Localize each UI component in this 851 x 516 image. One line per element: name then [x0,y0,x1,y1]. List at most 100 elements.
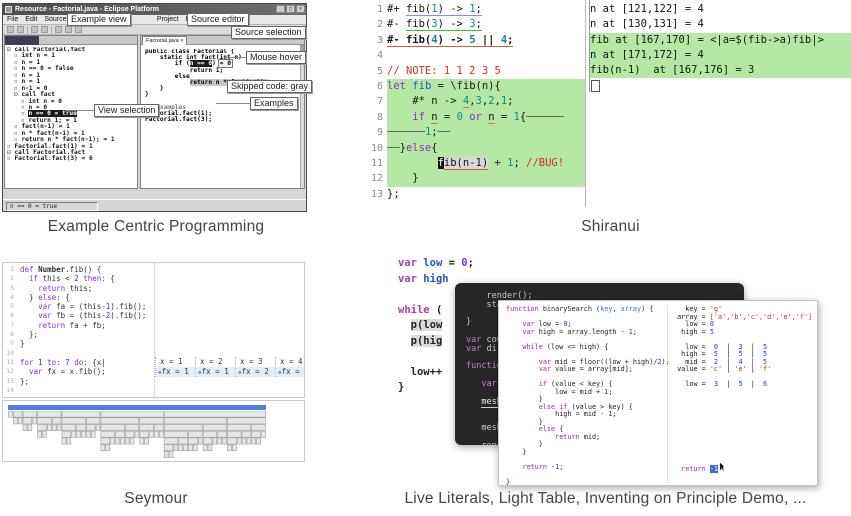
close-button[interactable]: × [296,5,305,13]
line: ▫ n = 1 [14,71,41,79]
menu-edit[interactable]: Edit [25,16,38,23]
result-column[interactable]: x = 2 ▪fx = 1 [195,357,235,377]
toolbar-icon[interactable] [17,26,24,33]
line: low = mid + 1; [506,387,613,396]
result-column[interactable]: x = 4 ▪fx = [275,357,304,377]
line: p(hig [410,334,443,347]
callout-source-selection: Source selection [231,26,306,39]
menu-source[interactable]: Source [44,16,67,23]
line: } [506,447,527,456]
line: return -1 [673,462,816,473]
line-number: 8 [10,330,14,339]
line-number: 11 [6,357,14,366]
result-fx: ▪fx = 1 [156,366,195,377]
line [387,48,585,63]
panel-shiranui: 1 2 3 4 5 6 7 8 9 10 11 12 13 #+ fib(1) -> 1; #- fib(… [370,0,851,207]
line-number: 14 [6,385,14,394]
result-x: x = 3 [240,357,263,366]
toolbar-icon[interactable] [55,26,62,33]
line-number: 5 [376,65,383,77]
line: var value = array[mid]; [538,365,633,373]
line-number: 10 [6,348,14,357]
result-column[interactable]: x = 1 ▪fx = 1 [155,357,195,377]
line-number: 6 [10,311,14,320]
toolbar-icon[interactable] [41,26,48,33]
live-literals-editor[interactable]: var low = 0; var high while ( p(low p(hig… [398,256,474,396]
line: fib(n-1) at [167,176] = 3 [590,63,851,79]
inventing-on-principle-window[interactable]: function binarySearch (key, array) { var… [498,300,818,486]
example-view-tab[interactable] [5,36,39,45]
line: if (value < key) { [538,380,613,388]
line [673,455,816,463]
source-code[interactable]: public class Factorial { static int fact… [145,49,299,187]
probe-dot-icon: ▪ [158,368,162,376]
minimize-button[interactable]: _ [276,5,285,13]
line: def Number.fib() { [20,265,102,274]
seymour-editor[interactable]: 1 2 3 4 5 6 7 8 9 10 11 12 13 14 def Number.fib() { i… [2,262,305,398]
line [673,388,816,396]
line: high = mid - 1; [506,410,617,418]
panel-example-centric-programming: Resource - Factorial.java - Eclipse Plat… [2,3,313,212]
line: #* n -> 4,3,2,1; [387,94,585,110]
line: ──}else{ [387,140,585,156]
caption-example-centric-programming: Example Centric Programming [47,218,265,235]
line [506,373,670,381]
status-text: n == 0 = true [6,202,98,211]
line: var high [398,272,449,285]
line: } [506,477,511,486]
line: value = 'c' | 'e' | 'f' [673,365,772,373]
line: ⊟ call fact [14,91,55,99]
callout-example-view: Example view [67,13,131,26]
callout-examples: Examples [250,97,298,110]
callout-source-editor: Source editor [187,13,249,26]
result-x: x = 2 [200,357,223,366]
line: ▫ n = 1 [14,78,41,86]
menu-project[interactable]: Project [156,16,179,23]
line: low = 0 [673,320,714,328]
close-tab-icon[interactable]: × [180,38,184,44]
binary-search-code[interactable]: function binarySearch (key, array) { var… [506,305,670,486]
line: } else: { [20,292,70,302]
execution-tree[interactable]: ⊟ call Factorial.fact ▫ int n = 1 ▫ n = 1 ▫… [7,47,136,187]
line: } [506,417,543,426]
line: while ( [398,303,443,316]
caption-seymour: Seymour [124,490,188,507]
line: var high = array.length - 1; [522,327,637,336]
line-number: 3 [10,283,14,292]
line: } [506,395,543,403]
caption-live-demos: Live Literals, Light Table, Inventing on… [404,490,807,507]
result-column[interactable]: x = 3 ▪fx = 2 [235,357,275,377]
line [20,386,146,395]
window-titlebar[interactable]: Resource - Factorial.java - Eclipse Plat… [3,4,306,15]
shiranui-code[interactable]: #+ fib(1) -> 1; #- fib(3) -> 3; #- fib(4) … [387,2,585,202]
line: public class Factorial { [145,49,235,55]
tab-factorial-java[interactable]: Factorial.java × [142,36,188,45]
line [506,350,670,358]
menu-file[interactable]: File [7,16,19,23]
shiranui-output-panel[interactable]: n at [121,122] = 4 n at [130,131] = 4 fib … [589,0,851,93]
window-title: Resource - Factorial.java - Eclipse Plat… [15,6,159,13]
call-trace-visualization[interactable] [2,400,305,462]
line [506,470,670,478]
toolbar-icon[interactable] [7,26,14,33]
probe-dot-icon: ▪ [278,368,282,376]
line-number: 13 [370,188,383,200]
shiranui-editor[interactable]: 1 2 3 4 5 6 7 8 9 10 11 12 13 #+ fib(1) -> 1; #- fib(… [370,0,586,207]
editor-scrollbar[interactable] [300,45,304,188]
line: }; [387,187,400,200]
recursion-icicle[interactable] [8,411,266,459]
line [20,349,146,358]
toolbar-icon[interactable] [31,26,38,33]
seymour-code[interactable]: def Number.fib() { if this < 2 then: { r… [20,265,146,395]
line-number: 8 [376,111,383,123]
toolbar-icon[interactable] [65,26,72,33]
line [506,455,670,463]
probe-dot-icon: ▪ [238,368,242,376]
toolbar-icon[interactable] [75,26,82,33]
line-number: 3 [376,34,383,46]
maximize-button[interactable]: □ [286,5,295,13]
line [673,335,816,343]
execution-values-panel[interactable]: key = 'g' array = ['a','b','c','d','e','… [667,305,816,483]
line-number: 7 [10,320,14,329]
output-cursor [591,80,600,93]
